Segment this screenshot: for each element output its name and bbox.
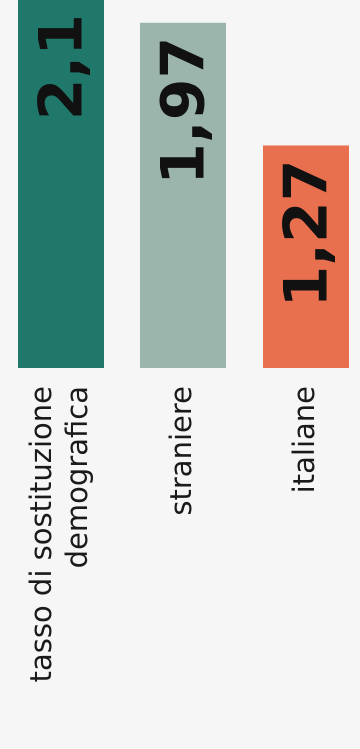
value-label-0: 2,1 — [27, 14, 97, 120]
value-labels-group: 2,1 1,97 1,27 — [27, 14, 342, 307]
category-label-1-line-0: straniere — [164, 386, 198, 516]
bar-0 — [18, 0, 104, 368]
bar-2 — [263, 145, 349, 368]
bars-group — [18, 0, 349, 369]
value-label-1: 1,97 — [149, 37, 219, 185]
value-label-2: 1,27 — [272, 159, 342, 307]
category-label-0-line-1: demografica — [60, 386, 94, 568]
category-label-2-line-0: italiane — [287, 386, 321, 493]
category-labels-group: tasso di sostituzione demografica stranier… — [24, 386, 321, 682]
bar-1 — [140, 22, 226, 369]
category-label-0-line-0: tasso di sostituzione — [24, 386, 58, 682]
